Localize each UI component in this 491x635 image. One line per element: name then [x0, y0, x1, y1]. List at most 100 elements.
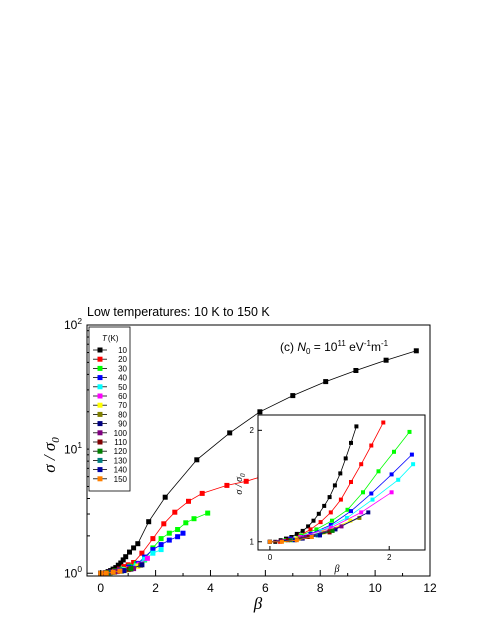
inset-point-60-2 — [328, 525, 333, 530]
point-10-19 — [290, 393, 296, 399]
inset-point-10-11 — [327, 495, 332, 500]
point-10-18 — [257, 409, 263, 415]
point-40-7 — [158, 542, 164, 548]
inset-y-tick-label-2: 2 — [250, 426, 255, 435]
inset-point-30-4 — [330, 518, 334, 523]
inset-point-80-3 — [357, 515, 362, 520]
legend-marker-30 — [97, 365, 103, 371]
point-150-1 — [103, 570, 109, 576]
inset-point-70-3 — [348, 518, 353, 523]
inset-point-20-9 — [359, 462, 364, 467]
point-60-4 — [144, 555, 150, 561]
legend-marker-20 — [97, 356, 103, 362]
inset-point-50-4 — [370, 497, 375, 502]
inset-point-30-3 — [314, 527, 319, 532]
legend-label-140: 140 — [114, 466, 128, 475]
inset-point-150-1 — [279, 539, 284, 544]
x-tick-label-6: 6 — [262, 581, 269, 595]
point-30-13 — [205, 510, 211, 516]
x-tick-label-12: 12 — [423, 581, 437, 595]
inset-point-120-3 — [330, 528, 335, 533]
x-tick-label-0: 0 — [97, 581, 104, 595]
point-150-2 — [110, 569, 116, 575]
inset-point-10-6 — [300, 528, 305, 533]
inset-point-50-3 — [344, 515, 349, 520]
inset-y-axis-label: σ / σ0 — [234, 473, 247, 495]
legend: T(K) 10203040506070809010011012013014015… — [88, 326, 131, 492]
point-100-2 — [131, 566, 137, 572]
legend-marker-90 — [97, 421, 103, 427]
point-30-8 — [158, 536, 164, 542]
inset-point-10-13 — [338, 471, 343, 476]
inset-point-10-8 — [311, 518, 316, 523]
inset-point-30-9 — [407, 429, 412, 434]
inset-point-20-4 — [308, 527, 313, 532]
inset-point-20-5 — [318, 520, 323, 525]
inset-point-150-3 — [309, 535, 314, 539]
point-20-13 — [199, 490, 205, 496]
legend-label-50: 50 — [118, 383, 127, 392]
inset-point-50-5 — [396, 477, 401, 482]
inset-point-20-8 — [349, 480, 353, 484]
legend-marker-120 — [97, 448, 103, 454]
inset-point-30-6 — [361, 490, 365, 495]
inset-point-30-5 — [345, 507, 350, 512]
legend-label-10: 10 — [118, 346, 127, 355]
x-axis-label: β — [253, 594, 263, 613]
point-20-9 — [150, 536, 156, 542]
legend-label-130: 130 — [114, 456, 128, 465]
point-10-8 — [118, 560, 124, 566]
point-20-8 — [139, 550, 145, 556]
inset-series-line-150 — [269, 536, 312, 543]
inset-point-20-10 — [369, 443, 374, 448]
inset-point-40-4 — [349, 509, 353, 514]
inset-x-tick-label-0: 0 — [268, 553, 273, 562]
inset-point-110-3 — [327, 530, 332, 535]
legend-marker-150 — [97, 476, 103, 482]
inset-point-20-7 — [338, 497, 343, 502]
legend-label-70: 70 — [118, 401, 127, 410]
inset-point-40-3 — [328, 523, 333, 527]
legend-marker-40 — [97, 375, 103, 381]
legend-box — [88, 326, 131, 492]
inset-point-10-16 — [354, 424, 359, 429]
point-30-9 — [166, 530, 172, 536]
point-10-9 — [120, 557, 126, 563]
legend-label-120: 120 — [114, 447, 128, 456]
point-10-22 — [383, 357, 389, 363]
point-10-13 — [135, 541, 141, 547]
main-plot-marks — [98, 348, 419, 576]
y-tick-label-10: 101 — [64, 440, 82, 456]
legend-marker-50 — [97, 384, 103, 390]
chart-heading: Low temperatures: 10 K to 150 K — [87, 305, 270, 319]
inset-point-40-5 — [369, 491, 374, 496]
inset-point-40-6 — [389, 472, 394, 477]
legend-label-100: 100 — [114, 429, 128, 438]
point-20-14 — [224, 482, 230, 488]
chart-annotation: (c) N0 = 1011 eV-1m-1 — [280, 339, 389, 356]
legend-label-20: 20 — [118, 355, 127, 364]
inset-point-10-14 — [343, 456, 348, 461]
inset-point-40-7 — [409, 452, 414, 457]
inset-point-100-1 — [303, 535, 308, 539]
inset-point-150-2 — [294, 538, 299, 543]
point-120-3 — [128, 566, 134, 572]
x-tick-label-2: 2 — [152, 581, 159, 595]
legend-marker-140 — [97, 467, 103, 473]
inset-point-130-2 — [315, 533, 320, 538]
point-20-15 — [243, 478, 249, 484]
point-10-20 — [323, 379, 329, 385]
x-tick-label-4: 4 — [207, 581, 214, 595]
inset-point-90-2 — [333, 527, 338, 532]
legend-marker-70 — [97, 402, 103, 408]
inset-point-10-15 — [349, 440, 353, 445]
inset-point-140-2 — [318, 533, 322, 538]
point-10-21 — [353, 368, 359, 373]
inset-point-60-4 — [389, 490, 394, 495]
inset-point-10-9 — [316, 511, 321, 516]
inset-point-10-5 — [294, 531, 299, 536]
point-10-10 — [123, 554, 129, 560]
legend-marker-10 — [97, 347, 103, 353]
inset-point-60-3 — [359, 510, 364, 515]
point-10-23 — [413, 348, 419, 354]
